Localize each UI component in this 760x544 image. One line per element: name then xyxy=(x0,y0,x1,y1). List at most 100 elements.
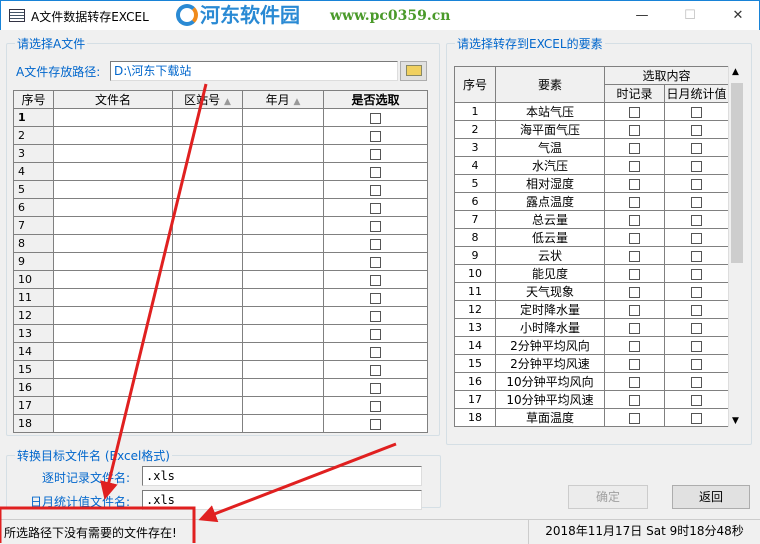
col-filename[interactable]: 文件名 xyxy=(53,90,173,109)
cell-filename[interactable] xyxy=(53,126,173,145)
cell-filename[interactable] xyxy=(53,162,173,181)
scrollbar-thumb[interactable] xyxy=(731,83,743,263)
cell-yearmonth[interactable] xyxy=(242,360,324,379)
daily-checkbox[interactable] xyxy=(691,376,702,388)
file-table-row[interactable]: 15 xyxy=(13,360,428,379)
cell-station[interactable] xyxy=(172,162,243,181)
daily-checkbox[interactable] xyxy=(691,214,702,226)
hourly-checkbox[interactable] xyxy=(629,160,640,172)
cell-yearmonth[interactable] xyxy=(242,396,324,415)
daily-checkbox[interactable] xyxy=(691,142,702,154)
cell-yearmonth[interactable] xyxy=(242,270,324,289)
cell-filename[interactable] xyxy=(53,360,173,379)
cell-yearmonth[interactable] xyxy=(242,414,324,433)
daily-checkbox[interactable] xyxy=(691,160,702,172)
hourly-checkbox[interactable] xyxy=(629,106,640,118)
hourly-checkbox[interactable] xyxy=(629,286,640,298)
select-checkbox[interactable] xyxy=(370,292,381,304)
cell-filename[interactable] xyxy=(53,216,173,235)
col-station[interactable]: 区站号 ▲ xyxy=(172,90,243,109)
file-table-row[interactable]: 18 xyxy=(13,414,428,433)
scroll-down-icon[interactable]: ▼ xyxy=(732,416,739,426)
daily-checkbox[interactable] xyxy=(691,178,702,190)
cell-station[interactable] xyxy=(172,216,243,235)
daily-checkbox[interactable] xyxy=(691,304,702,316)
element-table-scrollbar[interactable]: ▲ ▼ xyxy=(728,66,744,427)
cell-filename[interactable] xyxy=(53,306,173,325)
select-checkbox[interactable] xyxy=(370,130,381,142)
cell-yearmonth[interactable] xyxy=(242,180,324,199)
hourly-checkbox[interactable] xyxy=(629,340,640,352)
select-checkbox[interactable] xyxy=(370,310,381,322)
file-table-row[interactable]: 4 xyxy=(13,162,428,181)
cell-filename[interactable] xyxy=(53,198,173,217)
cell-station[interactable] xyxy=(172,252,243,271)
ok-button[interactable]: 确定 xyxy=(568,485,648,509)
cell-yearmonth[interactable] xyxy=(242,234,324,253)
daily-checkbox[interactable] xyxy=(691,412,702,424)
hourly-checkbox[interactable] xyxy=(629,196,640,208)
cell-station[interactable] xyxy=(172,144,243,163)
select-checkbox[interactable] xyxy=(370,328,381,340)
daily-checkbox[interactable] xyxy=(691,268,702,280)
col-index[interactable]: 序号 xyxy=(13,90,54,109)
cell-station[interactable] xyxy=(172,414,243,433)
file-table-row[interactable]: 7 xyxy=(13,216,428,235)
path-input[interactable]: D:\河东下载站 xyxy=(110,61,398,81)
cell-station[interactable] xyxy=(172,306,243,325)
file-table-row[interactable]: 11 xyxy=(13,288,428,307)
cell-station[interactable] xyxy=(172,126,243,145)
cell-filename[interactable] xyxy=(53,378,173,397)
cell-filename[interactable] xyxy=(53,324,173,343)
cell-yearmonth[interactable] xyxy=(242,324,324,343)
file-table-row[interactable]: 2 xyxy=(13,126,428,145)
hourly-checkbox[interactable] xyxy=(629,178,640,190)
cell-station[interactable] xyxy=(172,324,243,343)
cell-station[interactable] xyxy=(172,270,243,289)
cell-yearmonth[interactable] xyxy=(242,216,324,235)
file-table-row[interactable]: 5 xyxy=(13,180,428,199)
daily-checkbox[interactable] xyxy=(691,394,702,406)
cell-yearmonth[interactable] xyxy=(242,378,324,397)
minimize-button[interactable]: — xyxy=(635,8,649,23)
daily-checkbox[interactable] xyxy=(691,106,702,118)
col-selected[interactable]: 是否选取 xyxy=(323,90,428,109)
col-yearmonth[interactable]: 年月 ▲ xyxy=(242,90,324,109)
cell-filename[interactable] xyxy=(53,234,173,253)
cell-yearmonth[interactable] xyxy=(242,198,324,217)
scroll-up-icon[interactable]: ▲ xyxy=(732,67,739,77)
hourly-checkbox[interactable] xyxy=(629,214,640,226)
select-checkbox[interactable] xyxy=(370,220,381,232)
hourly-checkbox[interactable] xyxy=(629,394,640,406)
daily-checkbox[interactable] xyxy=(691,232,702,244)
hourly-checkbox[interactable] xyxy=(629,268,640,280)
cell-filename[interactable] xyxy=(53,180,173,199)
file-table-row[interactable]: 17 xyxy=(13,396,428,415)
cell-station[interactable] xyxy=(172,198,243,217)
select-checkbox[interactable] xyxy=(370,148,381,160)
select-checkbox[interactable] xyxy=(370,346,381,358)
cell-filename[interactable] xyxy=(53,108,173,127)
file-table-row[interactable]: 16 xyxy=(13,378,428,397)
select-checkbox[interactable] xyxy=(370,238,381,250)
cell-station[interactable] xyxy=(172,378,243,397)
hourly-checkbox[interactable] xyxy=(629,124,640,136)
close-button[interactable]: ✕ xyxy=(732,8,744,23)
select-checkbox[interactable] xyxy=(370,202,381,214)
file-table-row[interactable]: 6 xyxy=(13,198,428,217)
daily-checkbox[interactable] xyxy=(691,250,702,262)
cell-yearmonth[interactable] xyxy=(242,144,324,163)
cell-filename[interactable] xyxy=(53,342,173,361)
cell-yearmonth[interactable] xyxy=(242,288,324,307)
file-table-row[interactable]: 12 xyxy=(13,306,428,325)
maximize-button[interactable]: ☐ xyxy=(684,8,696,23)
file-table-row[interactable]: 14 xyxy=(13,342,428,361)
select-checkbox[interactable] xyxy=(370,382,381,394)
cell-station[interactable] xyxy=(172,342,243,361)
cell-station[interactable] xyxy=(172,396,243,415)
hourly-checkbox[interactable] xyxy=(629,376,640,388)
daily-checkbox[interactable] xyxy=(691,286,702,298)
hourly-checkbox[interactable] xyxy=(629,358,640,370)
back-button[interactable]: 返回 xyxy=(672,485,750,509)
cell-station[interactable] xyxy=(172,360,243,379)
